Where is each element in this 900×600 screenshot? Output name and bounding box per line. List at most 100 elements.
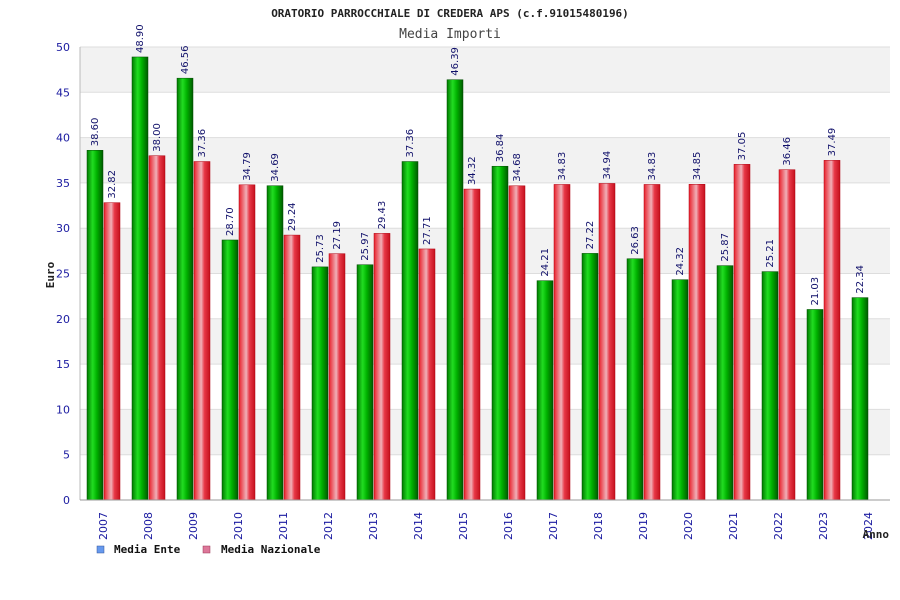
bar-media-ente-2010 — [221, 239, 239, 501]
value-label: 37.36 — [405, 129, 416, 158]
legend-swatch-media-nazionale — [202, 545, 211, 554]
value-label: 32.82 — [107, 170, 118, 199]
value-label: 34.32 — [467, 156, 478, 185]
y-tick-label: 50 — [56, 41, 70, 54]
value-label: 26.63 — [630, 226, 641, 255]
legend-swatch-media-ente — [96, 545, 105, 554]
x-tick-label: 2021 — [727, 512, 740, 540]
bar-media-ente-2018 — [581, 253, 599, 501]
y-axis-title: Euro — [44, 261, 57, 288]
chart-title: ORATORIO PARROCCHIALE DI CREDERA APS (c.… — [271, 7, 629, 20]
x-tick-label: 2009 — [187, 512, 200, 540]
x-tick-label: 2019 — [637, 512, 650, 540]
bar-media-nazionale-2023 — [823, 160, 841, 501]
value-label: 34.69 — [270, 153, 281, 182]
value-label: 27.19 — [332, 221, 343, 250]
bar-media-nazionale-2014 — [418, 248, 436, 501]
x-tick-label: 2011 — [277, 512, 290, 540]
legend-label-media-nazionale: Media Nazionale — [221, 543, 321, 556]
plot-band — [80, 273, 890, 319]
y-tick-label: 25 — [56, 268, 70, 281]
x-axis-title: Anno — [863, 528, 890, 541]
bar-media-ente-2008 — [131, 56, 149, 501]
value-label: 48.90 — [135, 24, 146, 53]
bar-media-nazionale-2016 — [508, 185, 526, 501]
value-label: 38.00 — [152, 123, 163, 152]
value-label: 24.32 — [675, 247, 686, 276]
value-label: 29.24 — [287, 202, 298, 231]
bar-media-ente-2020 — [671, 279, 689, 501]
value-label: 25.73 — [315, 234, 326, 263]
x-axis: 2007 2008 2009 2010 2011 2012 2013 2014 2015 2016… — [80, 499, 890, 540]
bar-media-nazionale-2022 — [778, 169, 796, 501]
legend-label-media-ente: Media Ente — [114, 543, 181, 556]
value-label: 36.84 — [495, 134, 506, 163]
y-tick-label: 35 — [56, 177, 70, 190]
bar-media-nazionale-2020 — [688, 184, 706, 501]
plot-band — [80, 364, 890, 410]
x-tick-label: 2008 — [142, 512, 155, 540]
value-label: 25.21 — [765, 239, 776, 268]
plot-band — [80, 47, 890, 93]
x-tick-label: 2016 — [502, 512, 515, 540]
bar-media-nazionale-2019 — [643, 184, 661, 501]
value-label: 29.43 — [377, 201, 388, 230]
bar-media-ente-2013 — [356, 264, 374, 501]
bar-media-ente-2009 — [176, 77, 194, 501]
bar-media-nazionale-2021 — [733, 164, 751, 501]
plot-band — [80, 409, 890, 455]
y-tick-label: 40 — [56, 132, 70, 145]
value-label: 34.94 — [602, 151, 613, 180]
x-tick-label: 2012 — [322, 512, 335, 540]
y-tick-label: 10 — [56, 403, 70, 416]
bar-media-nazionale-2015 — [463, 188, 481, 501]
x-tick-label: 2013 — [367, 512, 380, 540]
value-label: 25.97 — [360, 232, 371, 261]
value-label: 46.56 — [180, 46, 191, 75]
bar-media-ente-2016 — [491, 165, 509, 501]
bar-media-ente-2017 — [536, 280, 554, 501]
value-label: 24.21 — [540, 248, 551, 277]
plot-band — [80, 137, 890, 183]
bar-media-ente-2023 — [806, 309, 824, 501]
plot-band — [80, 228, 890, 274]
bar-media-ente-2012 — [311, 266, 329, 501]
value-label: 34.68 — [512, 153, 523, 182]
chart-subtitle: Media Importi — [399, 27, 501, 42]
x-tick-label: 2010 — [232, 512, 245, 540]
value-labels: 38.60 32.82 48.90 38.00 46.56 37.36 28.70 34.79… — [90, 24, 866, 305]
plot-band — [80, 318, 890, 365]
value-label: 34.85 — [692, 152, 703, 181]
bar-media-ente-2007 — [86, 150, 104, 501]
value-label: 46.39 — [450, 47, 461, 76]
bar-media-nazionale-2017 — [553, 184, 571, 501]
value-label: 34.83 — [647, 152, 658, 181]
y-tick-label: 20 — [56, 313, 70, 326]
bar-media-nazionale-2009 — [193, 161, 211, 501]
bar-media-nazionale-2013 — [373, 233, 391, 501]
bar-media-ente-2019 — [626, 258, 644, 501]
x-tick-label: 2007 — [97, 512, 110, 540]
bar-media-nazionale-2011 — [283, 234, 301, 501]
value-label: 37.36 — [197, 129, 208, 158]
value-label: 21.03 — [810, 277, 821, 306]
bar-media-ente-2022 — [761, 271, 779, 501]
y-tick-label: 15 — [56, 358, 70, 371]
value-label: 27.22 — [585, 221, 596, 250]
x-tick-label: 2018 — [592, 512, 605, 540]
y-tick-label: 45 — [56, 86, 70, 99]
y-tick-label: 5 — [63, 449, 70, 462]
bar-media-ente-2024 — [851, 297, 869, 501]
x-tick-label: 2023 — [817, 512, 830, 540]
x-tick-label: 2015 — [457, 512, 470, 540]
value-label: 34.79 — [242, 152, 253, 181]
plot-band — [80, 92, 890, 138]
y-axis: 0 5 10 15 20 25 30 35 40 45 50 — [56, 41, 81, 507]
bar-media-nazionale-2007 — [103, 202, 121, 501]
x-tick-label: 2024 — [862, 512, 875, 540]
x-tick-label: 2017 — [547, 512, 560, 540]
value-label: 28.70 — [225, 207, 236, 236]
plot-band — [80, 454, 890, 500]
bar-media-ente-2021 — [716, 265, 734, 501]
bar-media-ente-2011 — [266, 185, 284, 501]
